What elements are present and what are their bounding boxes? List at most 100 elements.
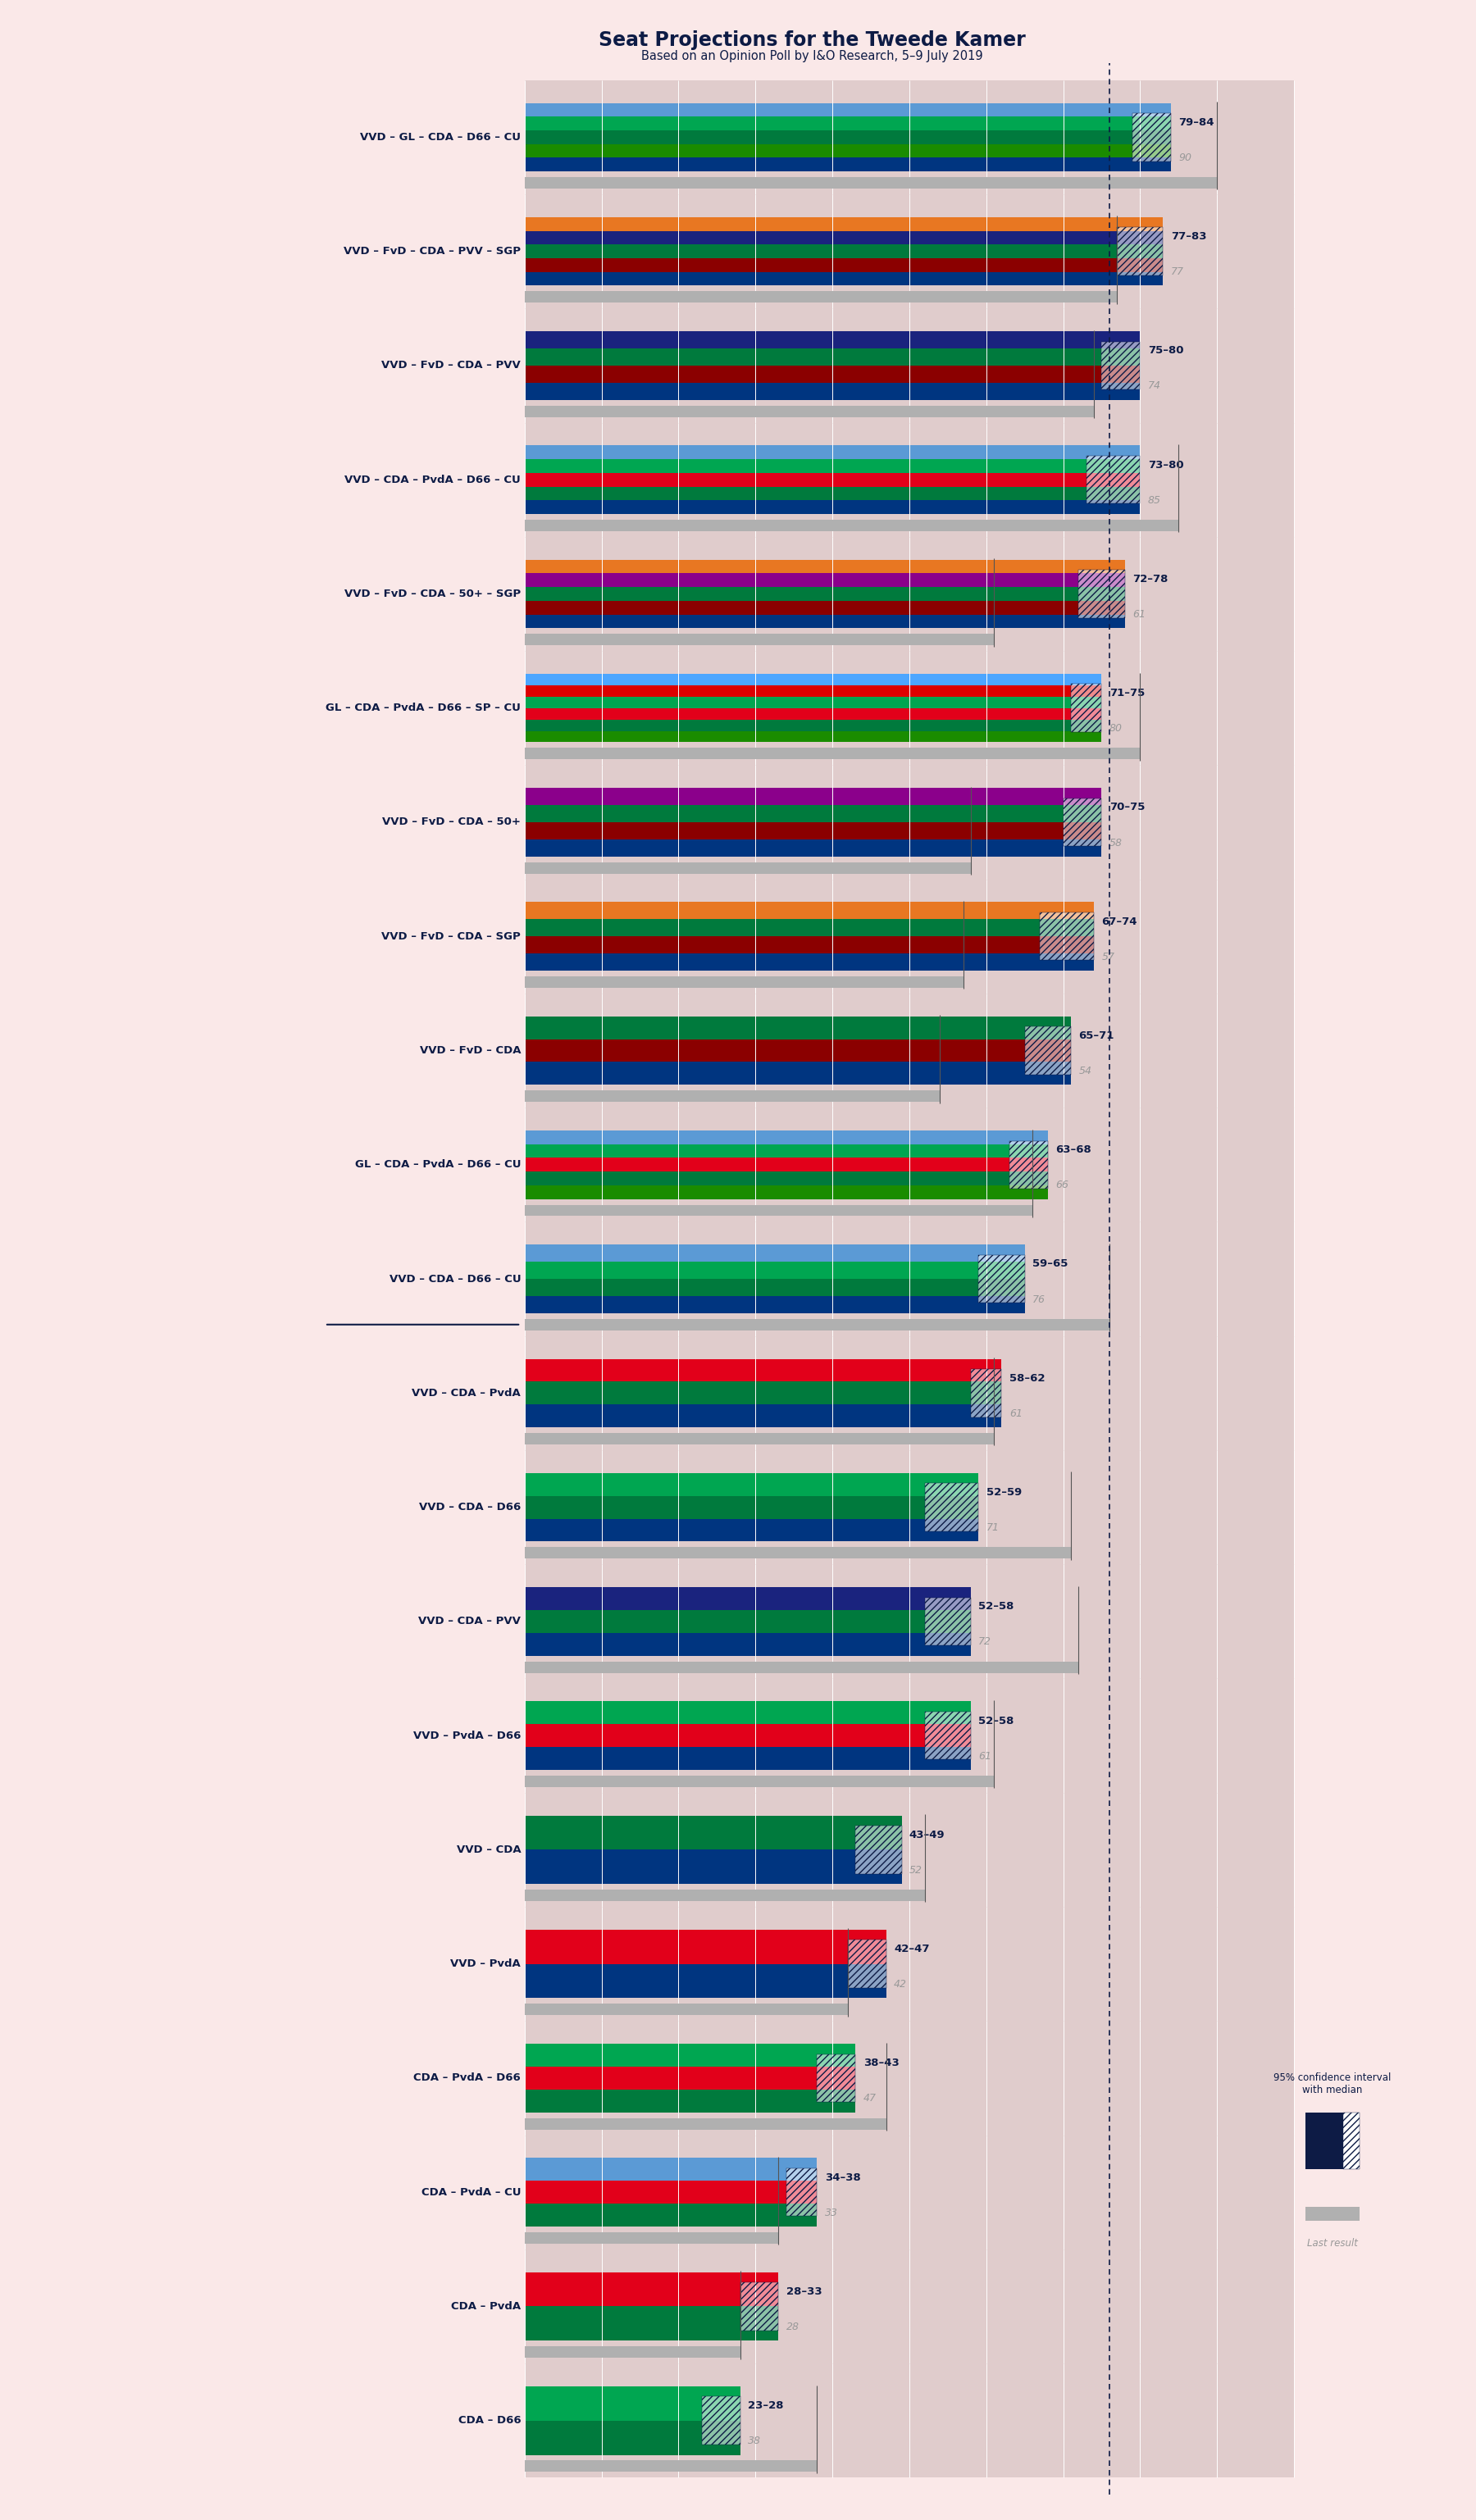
Bar [524, 2346, 739, 2359]
Bar [524, 748, 1139, 759]
Bar [524, 839, 1101, 857]
Bar [524, 920, 1094, 937]
Text: VVD – CDA – PvdA – D66 – CU: VVD – CDA – PvdA – D66 – CU [345, 474, 521, 484]
Text: 59–65: 59–65 [1032, 1257, 1069, 1270]
Text: GL – CDA – PvdA – D66 – SP – CU: GL – CDA – PvdA – D66 – SP – CU [326, 703, 521, 713]
Bar [524, 383, 1139, 401]
Bar [524, 1109, 1294, 1222]
Bar [524, 789, 1101, 804]
Bar [1305, 2112, 1343, 2170]
Text: 80: 80 [1110, 723, 1122, 733]
Bar [524, 1295, 1024, 1313]
Bar [524, 721, 1101, 731]
Bar [1117, 227, 1163, 275]
Bar [524, 1358, 1002, 1381]
Bar [524, 879, 1294, 993]
Text: 38–43: 38–43 [863, 2059, 899, 2069]
Bar [524, 1814, 902, 1850]
Text: 23–28: 23–28 [748, 2402, 784, 2412]
Bar [924, 1711, 971, 1759]
Bar [524, 272, 1163, 285]
Bar [524, 1222, 1294, 1336]
Bar [524, 348, 1139, 365]
Bar [524, 766, 1294, 879]
Bar [524, 2180, 818, 2202]
Bar [1086, 456, 1139, 504]
Bar [524, 330, 1139, 348]
Bar [524, 307, 1294, 423]
Text: VVD – FvD – CDA: VVD – FvD – CDA [419, 1046, 521, 1056]
Bar [524, 406, 1094, 416]
Bar [524, 1661, 1079, 1673]
Bar [524, 635, 993, 645]
Text: 47: 47 [863, 2094, 877, 2104]
Bar [524, 131, 1170, 144]
Text: 63–68: 63–68 [1055, 1144, 1091, 1154]
Text: CDA – PvdA – D66: CDA – PvdA – D66 [413, 2074, 521, 2084]
Bar [524, 501, 1139, 514]
Text: 33: 33 [825, 2208, 838, 2218]
Text: 73–80: 73–80 [1148, 459, 1184, 471]
Text: 67–74: 67–74 [1101, 917, 1138, 927]
Bar [524, 2364, 1294, 2477]
Bar [1079, 570, 1125, 617]
Text: 71–75: 71–75 [1110, 688, 1145, 698]
Text: 66: 66 [1055, 1179, 1069, 1189]
Text: VVD – CDA – PVV: VVD – CDA – PVV [419, 1615, 521, 1628]
Bar [524, 446, 1139, 459]
Bar [979, 1255, 1024, 1303]
Bar [524, 365, 1139, 383]
Bar [524, 292, 1117, 302]
Text: 58–62: 58–62 [1010, 1373, 1045, 1383]
Bar [524, 673, 1101, 685]
Bar [524, 423, 1294, 537]
Bar [971, 1368, 1002, 1416]
Bar [524, 159, 1170, 171]
Text: 90: 90 [1178, 151, 1191, 164]
Bar [524, 1792, 1294, 1908]
Bar [524, 1205, 1032, 1217]
Bar [524, 615, 1125, 627]
Bar [524, 1381, 1002, 1404]
Bar [524, 937, 1094, 953]
Text: 75–80: 75–80 [1148, 345, 1184, 355]
Bar [524, 822, 1101, 839]
Text: VVD – GL – CDA – D66 – CU: VVD – GL – CDA – D66 – CU [360, 131, 521, 144]
Text: 34–38: 34–38 [825, 2172, 861, 2182]
Bar [524, 519, 1178, 532]
Bar [524, 575, 1125, 587]
Text: 77: 77 [1170, 267, 1184, 277]
Bar [524, 1263, 1024, 1278]
Text: Seat Projections for the Tweede Kamer: Seat Projections for the Tweede Kamer [598, 30, 1026, 50]
Bar [524, 902, 1094, 920]
Text: VVD – CDA – D66 – CU: VVD – CDA – D66 – CU [390, 1273, 521, 1285]
Text: VVD – CDA – D66: VVD – CDA – D66 [419, 1502, 521, 1512]
Bar [524, 103, 1170, 116]
Bar [1117, 227, 1163, 275]
Text: VVD – PvdA: VVD – PvdA [450, 1958, 521, 1968]
Bar [524, 116, 1170, 131]
Bar [924, 1598, 971, 1646]
Bar [524, 144, 1170, 159]
Text: VVD – FvD – CDA – PVV – SGP: VVD – FvD – CDA – PVV – SGP [344, 247, 521, 257]
Bar [524, 1144, 1048, 1157]
Bar [524, 975, 964, 988]
Bar [524, 2117, 886, 2129]
Bar [524, 1908, 1294, 2021]
Text: VVD – FvD – CDA – SGP: VVD – FvD – CDA – SGP [382, 930, 521, 942]
Bar [856, 1827, 902, 1875]
Bar [701, 2397, 739, 2444]
Bar [1041, 912, 1094, 960]
Bar [1070, 683, 1101, 731]
Bar [524, 2003, 847, 2016]
Bar [524, 1588, 971, 1610]
Bar [524, 2066, 856, 2089]
Text: 85: 85 [1148, 494, 1160, 507]
Bar [1132, 113, 1170, 161]
Bar [979, 1255, 1024, 1303]
Bar [524, 804, 1101, 822]
Bar [524, 474, 1139, 486]
Text: 52: 52 [909, 1865, 922, 1875]
Bar [524, 953, 1094, 970]
Bar [847, 1940, 886, 1988]
